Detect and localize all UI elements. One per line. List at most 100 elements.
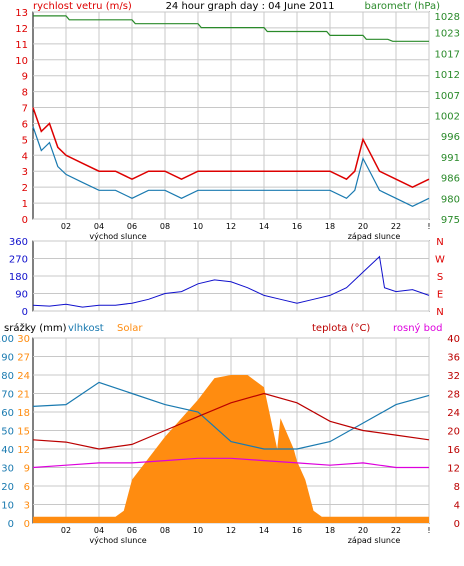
compass-label: E [437,290,443,301]
rain-tick-label: 20 [1,482,14,493]
temp-time-tick-label: 04 [94,526,104,535]
compass-label: N [436,237,443,248]
wind-time-tick-label: 08 [160,222,170,231]
wind-time-tick-label: 04 [94,222,104,231]
wind-time-tick-label: 16 [292,222,302,231]
humidity-line [32,381,430,450]
solar-tick-label: 0 [24,519,30,530]
wind-tick-label: 6 [22,119,28,130]
series-layer [32,15,430,523]
wind-speed-axis-title: rychlost vetru (m/s) [33,1,132,12]
sunrise-label-top: východ slunce [89,232,146,241]
humidity-legend: vlhkost [68,323,104,334]
wind-time-tick-label: 22 [391,222,401,231]
wind-tick-label: 5 [22,135,28,146]
rain-tick-label: 0 [8,519,14,530]
wind-time-tick-label: 10 [193,222,203,231]
temp-tick-label: 20 [447,427,460,438]
compass-label: N [436,307,443,318]
wind-tick-label: 7 [22,104,28,115]
baro-tick-label: 1002 [435,112,460,123]
temp-tick-label: 40 [447,334,460,345]
wind-tick-label: 4 [22,151,28,162]
temp-time-tick-label: ! [427,526,430,535]
solar-tick-label: 6 [24,482,30,493]
temp-time-tick-label: 06 [127,526,137,535]
rain-tick-label: 70 [1,390,14,401]
temperature-line [32,392,430,450]
rain-tick-label: 10 [1,501,14,512]
rain-tick-label: 100 [0,334,14,345]
rain-tick-label: 30 [1,464,14,475]
barometer-axis-title: barometr (hPa) [365,1,441,12]
temp-tick-label: 8 [454,482,460,493]
wind-average-line [32,126,430,207]
chart-title: 24 hour graph day : 04 June 2011 [166,1,335,12]
axis-labels: 02 04 06 08 10 12 14 16 18 20 22 !02 04 06 08 10 12 14 16 1… [0,8,460,535]
wind-tick-label: 1 [22,199,28,210]
dir-tick-label: 180 [9,272,28,283]
solar-area [33,375,429,523]
wind-tick-label: 13 [15,8,28,19]
temp-time-tick-label: 12 [226,526,236,535]
rain-tick-label: 50 [1,427,14,438]
baro-tick-label: 991 [441,153,460,164]
wind-tick-label: 9 [22,72,28,83]
rain-tick-label: 90 [1,353,14,364]
temp-tick-label: 16 [447,445,460,456]
temp-time-tick-label: 18 [325,526,335,535]
dir-tick-label: 360 [9,237,28,248]
wind-time-tick-label: ! [427,222,430,231]
solar-tick-label: 21 [17,390,30,401]
rain-tick-label: 40 [1,445,14,456]
wind-time-tick-label: 18 [325,222,335,231]
temp-tick-label: 24 [447,408,460,419]
barometer-line [33,15,429,42]
wind-tick-label: 8 [22,88,28,99]
temp-tick-label: 12 [447,464,460,475]
wind-tick-label: 10 [15,56,28,67]
solar-tick-label: 3 [24,501,30,512]
dewpoint-legend: rosný bod [393,322,442,334]
solar-tick-label: 24 [17,371,30,382]
wind-tick-label: 0 [22,215,28,226]
temp-time-tick-label: 20 [358,526,368,535]
temp-time-tick-label: 22 [391,526,401,535]
wind-time-tick-label: 06 [127,222,137,231]
compass-label: S [437,272,443,283]
baro-tick-label: 996 [441,132,460,143]
baro-tick-label: 975 [441,215,460,226]
temp-tick-label: 0 [454,519,460,530]
sunrise-label-bottom: východ slunce [89,536,146,545]
solar-tick-label: 27 [17,353,30,364]
temp-time-tick-label: 10 [193,526,203,535]
wind-speed-line [32,107,430,189]
temp-tick-label: 28 [447,390,460,401]
wind-direction-line [32,255,430,308]
solar-tick-label: 9 [24,464,30,475]
temperature-legend: teplota (°C) [312,323,370,334]
wind-tick-label: 3 [22,167,28,178]
wind-time-tick-label: 02 [61,222,71,231]
temp-tick-label: 4 [454,501,460,512]
temp-tick-label: 32 [447,371,460,382]
dir-tick-label: 0 [22,307,28,318]
wind-time-tick-label: 14 [259,222,269,231]
rain-tick-label: 80 [1,371,14,382]
temp-time-tick-label: 16 [292,526,302,535]
temp-tick-label: 36 [447,353,460,364]
dir-tick-label: 90 [15,290,28,301]
wind-tick-label: 12 [15,24,28,35]
baro-tick-label: 1028 [435,12,460,23]
baro-tick-label: 1023 [435,29,460,40]
wind-time-tick-label: 20 [358,222,368,231]
compass-label: W [435,255,445,266]
dir-tick-label: 270 [9,255,28,266]
baro-tick-label: 980 [441,194,460,205]
sunset-label-bottom: západ slunce [348,536,401,545]
wind-time-tick-label: 12 [226,222,236,231]
rain-legend: srážky (mm) [4,322,67,334]
solar-tick-label: 30 [17,334,30,345]
temp-time-tick-label: 02 [61,526,71,535]
